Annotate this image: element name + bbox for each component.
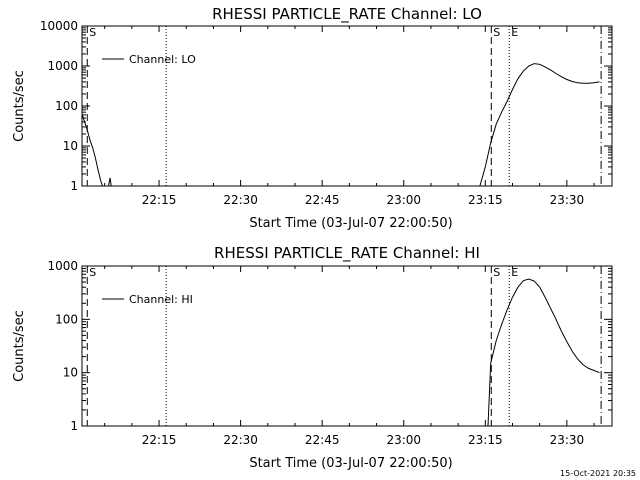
legend-label: Channel: HI	[129, 293, 193, 306]
event-label: S	[89, 26, 96, 39]
event-label: S	[493, 266, 500, 279]
x-tick-label: 23:15	[468, 433, 503, 447]
x-tick-label: 22:45	[305, 193, 340, 207]
y-tick-label: 1	[70, 419, 78, 433]
x-axis-label: Start Time (03-Jul-07 22:00:50)	[249, 456, 452, 471]
x-tick-label: 23:15	[468, 193, 503, 207]
series-line	[487, 278, 600, 427]
y-tick-label: 100	[55, 312, 78, 326]
lo-channel-panel: RHESSI PARTICLE_RATE Channel: LO 22:15 22:…	[12, 5, 613, 231]
event-label: E	[511, 26, 518, 39]
y-tick-label: 1000	[47, 259, 78, 273]
x-tick-label: 23:00	[386, 433, 421, 447]
series-line	[81, 114, 103, 187]
series-line	[108, 177, 112, 187]
x-tick-label: 22:30	[223, 193, 258, 207]
event-label: E	[511, 266, 518, 279]
y-tick-label: 1000	[47, 59, 78, 73]
x-tick-label: 23:00	[386, 193, 421, 207]
x-tick-label: 23:30	[550, 193, 585, 207]
y-tick-label: 10	[63, 139, 78, 153]
hi-channel-panel: RHESSI PARTICLE_RATE Channel: HI 22:15 22:…	[12, 244, 613, 471]
plot-frame	[81, 265, 613, 427]
chart-title: RHESSI PARTICLE_RATE Channel: HI	[214, 244, 480, 263]
y-tick-label: 1	[70, 179, 78, 193]
plot-frame	[81, 25, 613, 187]
x-tick-label: 22:15	[142, 433, 177, 447]
chart-title: RHESSI PARTICLE_RATE Channel: LO	[212, 5, 482, 24]
x-tick-label: 22:30	[223, 433, 258, 447]
series-line	[479, 63, 600, 187]
x-axis-label: Start Time (03-Jul-07 22:00:50)	[249, 216, 452, 231]
x-tick-label: 22:45	[305, 433, 340, 447]
event-label: S	[89, 266, 96, 279]
y-axis-label: Counts/sec	[12, 70, 27, 142]
y-axis-label: Counts/sec	[12, 310, 27, 382]
event-label: S	[493, 26, 500, 39]
y-tick-label: 10	[63, 366, 78, 380]
x-tick-label: 23:30	[550, 433, 585, 447]
x-tick-label: 22:15	[142, 193, 177, 207]
legend-label: Channel: LO	[129, 53, 196, 66]
y-tick-label: 100	[55, 99, 78, 113]
y-tick-label: 10000	[40, 19, 78, 33]
timestamp: 15-Oct-2021 20:35	[560, 469, 636, 478]
